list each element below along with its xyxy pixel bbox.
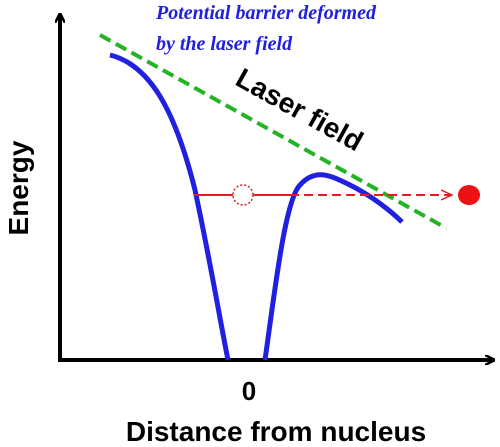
laser-field-line — [99, 33, 447, 230]
free-electron — [458, 185, 480, 205]
annotation: by the laser field — [156, 33, 293, 55]
potential-left — [109, 52, 231, 361]
annotation: Potential barrier deformed — [155, 2, 377, 24]
field-label: Laser field — [231, 62, 369, 157]
potential-right — [262, 172, 404, 361]
bound-electron — [232, 184, 254, 206]
x-axis-label: Distance from nucleus — [126, 416, 426, 447]
y-axis-label: Energy — [3, 140, 34, 235]
origin-label: 0 — [242, 376, 256, 406]
